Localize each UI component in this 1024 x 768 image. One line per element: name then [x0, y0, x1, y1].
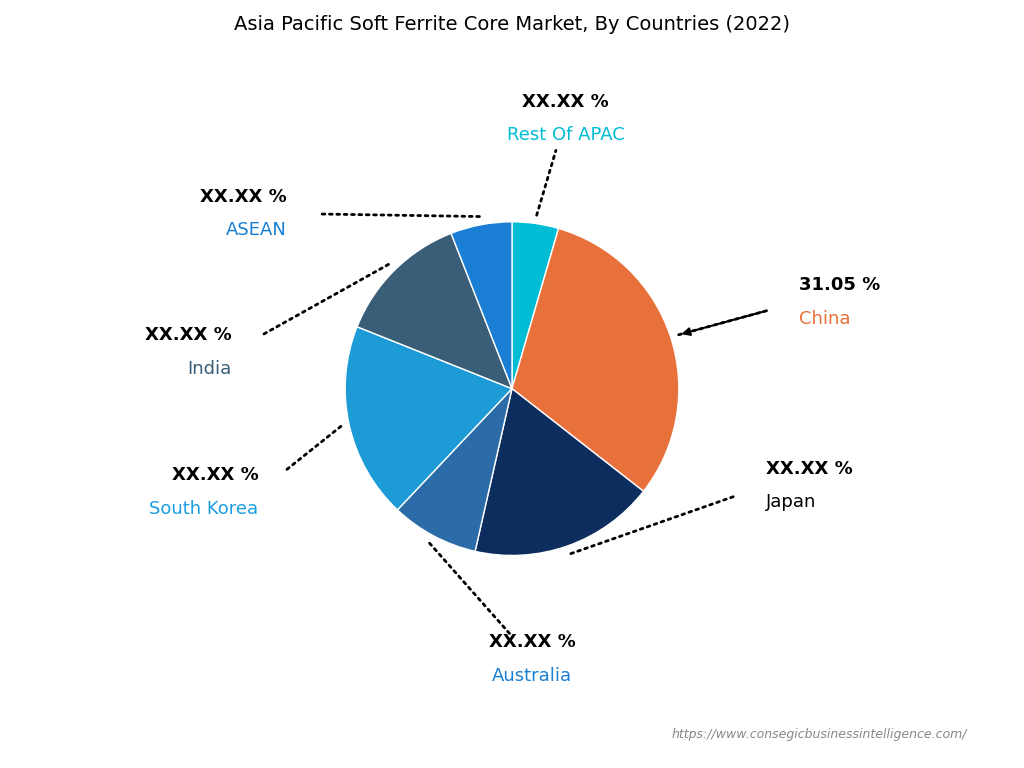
Text: XX.XX %: XX.XX %: [145, 326, 231, 344]
Wedge shape: [512, 228, 679, 492]
Text: XX.XX %: XX.XX %: [488, 633, 575, 651]
Text: XX.XX %: XX.XX %: [766, 460, 852, 478]
Wedge shape: [452, 222, 512, 389]
Title: Asia Pacific Soft Ferrite Core Market, By Countries (2022): Asia Pacific Soft Ferrite Core Market, B…: [234, 15, 790, 34]
Wedge shape: [397, 389, 512, 551]
Text: Australia: Australia: [492, 667, 572, 684]
Wedge shape: [357, 233, 512, 389]
Wedge shape: [512, 222, 558, 389]
Wedge shape: [345, 326, 512, 510]
Text: ASEAN: ASEAN: [226, 221, 287, 239]
Text: South Korea: South Korea: [150, 500, 258, 518]
Text: XX.XX %: XX.XX %: [172, 466, 258, 485]
Text: XX.XX %: XX.XX %: [200, 188, 287, 206]
Text: XX.XX %: XX.XX %: [522, 93, 608, 111]
Text: India: India: [187, 359, 231, 378]
Text: https://www.consegicbusinessintelligence.com/: https://www.consegicbusinessintelligence…: [672, 728, 967, 741]
Text: Rest Of APAC: Rest Of APAC: [507, 126, 625, 144]
Text: Japan: Japan: [766, 493, 816, 511]
Wedge shape: [475, 389, 643, 555]
Text: 31.05 %: 31.05 %: [799, 276, 881, 294]
Text: China: China: [799, 310, 850, 328]
